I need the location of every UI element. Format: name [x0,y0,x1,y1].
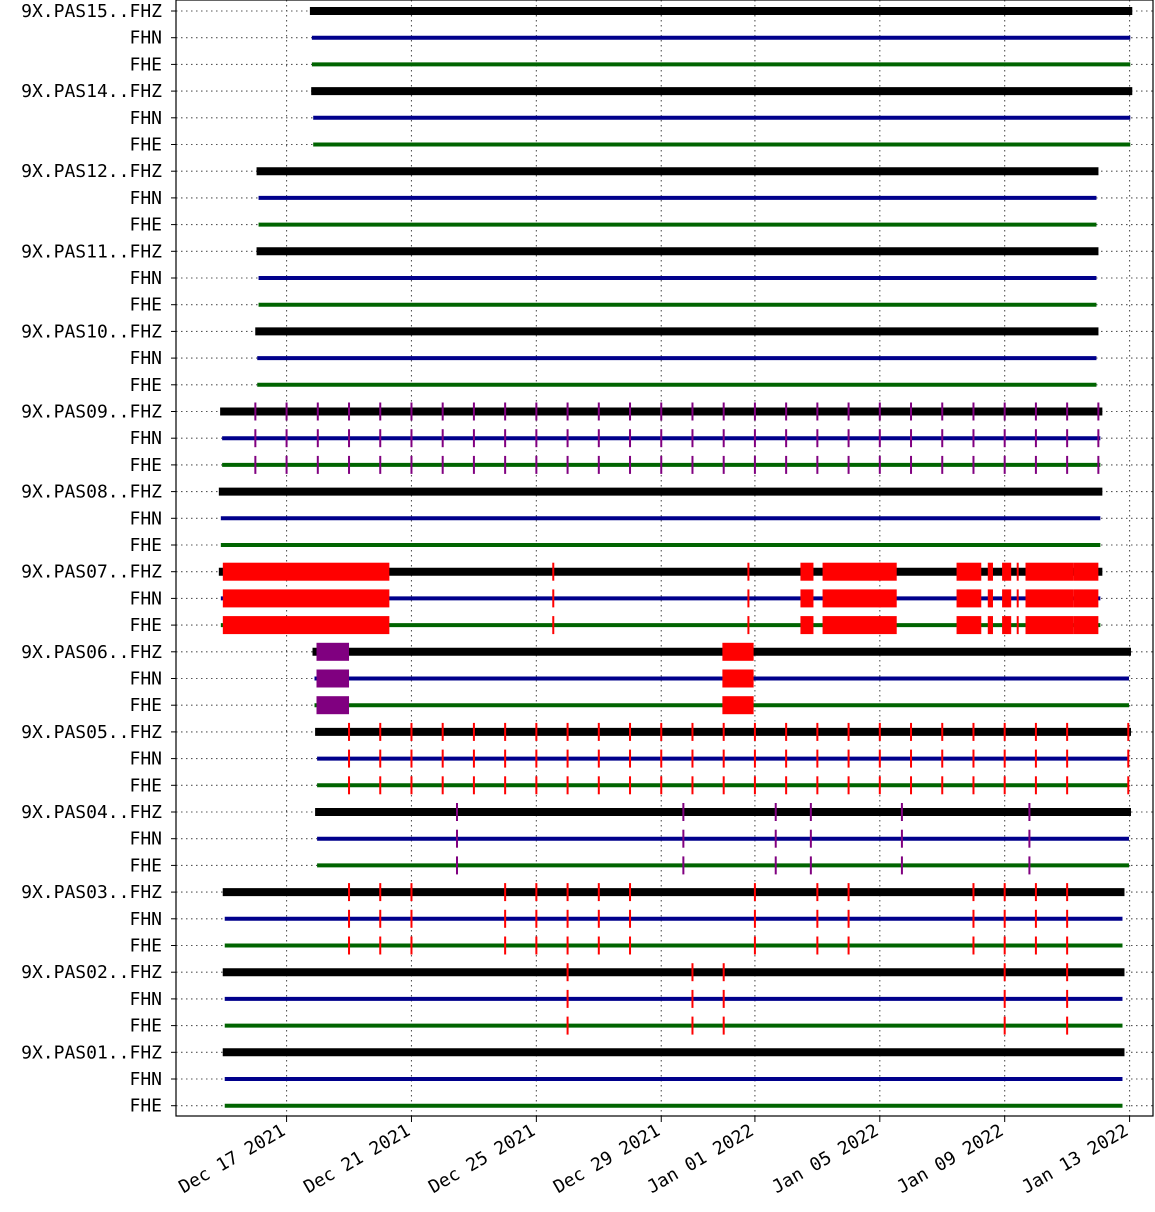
y-tick-label: 9X.PAS03..FHZ [21,882,162,903]
y-tick-label: FHN [129,989,162,1010]
gap-span-red [222,616,390,635]
availability-bars [218,7,1133,1108]
y-tick-label: FHE [129,54,162,75]
y-tick-label: FHE [129,695,162,716]
gap-span-red [987,562,993,581]
y-tick-label: 9X.PAS02..FHZ [21,962,162,983]
gap-span-red [1025,562,1074,581]
gap-span-red [800,562,814,581]
y-tick-label: 9X.PAS07..FHZ [21,562,162,583]
y-tick-label: FHE [129,1016,162,1037]
y-tick-label: FHE [129,615,162,636]
gap-markers [222,402,1130,1035]
y-tick-label: FHN [129,749,162,770]
x-tick-label: Dec 17 2021 [175,1120,289,1198]
x-tick-label: Dec 21 2021 [300,1120,414,1198]
gap-span-red [987,616,993,635]
y-tick-label: FHN [129,348,162,369]
y-tick-label: 9X.PAS08..FHZ [21,482,162,503]
gap-span-red [822,562,897,581]
gap-span-red [956,562,982,581]
y-tick-label: FHE [129,135,162,156]
y-tick-label: FHN [129,268,162,289]
gap-span-red [1073,616,1099,635]
y-tick-label: FHN [129,508,162,529]
gap-span-red [222,562,390,581]
gap-span-purple [316,696,350,715]
gap-span-red [722,642,754,661]
y-tick-label: FHE [129,535,162,556]
x-tick-label: Jan 09 2022 [893,1120,1007,1198]
gap-span-red [722,696,754,715]
y-tick-label: 9X.PAS12..FHZ [21,161,162,182]
y-tick-label: 9X.PAS11..FHZ [21,241,162,262]
y-tick-label: 9X.PAS05..FHZ [21,722,162,743]
gap-span-red [800,616,814,635]
y-tick-label: FHN [129,108,162,129]
y-tick-label: FHE [129,295,162,316]
x-tick-label: Jan 13 2022 [1018,1120,1132,1198]
gap-span-red [800,589,814,608]
y-tick-label: FHE [129,855,162,876]
y-tick-label: FHE [129,215,162,236]
y-tick-label: 9X.PAS09..FHZ [21,402,162,423]
y-tick-label: FHE [129,936,162,957]
y-axis: 9X.PAS15..FHZ FHN FHE 9X.PAS14..FHZ FHN FHE 9X… [21,1,176,1117]
x-tick-label: Jan 05 2022 [769,1120,883,1198]
gap-span-red [1002,562,1012,581]
y-tick-label: FHE [129,1096,162,1117]
gap-span-red [222,589,390,608]
x-axis: Dec 17 2021 Dec 21 2021 Dec 25 2021 Dec 29 … [175,1116,1132,1198]
gap-span-red [956,589,982,608]
y-tick-label: FHE [129,775,162,796]
gap-span-red [987,589,993,608]
y-tick-label: FHN [129,1069,162,1090]
gap-span-red [722,669,754,688]
y-tick-label: FHN [129,428,162,449]
gap-span-red [1002,616,1012,635]
y-tick-label: FHN [129,28,162,49]
gap-span-red [1025,589,1074,608]
gap-span-purple [316,669,350,688]
gap-span-red [1073,562,1099,581]
plot-frame [175,0,1154,1117]
gap-span-purple [316,642,350,661]
y-tick-label: FHN [129,909,162,930]
y-tick-label: FHN [129,188,162,209]
y-tick-label: 9X.PAS01..FHZ [21,1042,162,1063]
y-tick-label: FHN [129,669,162,690]
x-tick-label: Jan 01 2022 [644,1120,758,1198]
y-tick-label: FHE [129,455,162,476]
gap-span-red [822,616,897,635]
gap-span-red [1073,589,1099,608]
y-tick-label: 9X.PAS15..FHZ [21,1,162,22]
y-tick-label: 9X.PAS04..FHZ [21,802,162,823]
gap-span-red [1025,616,1074,635]
y-tick-label: FHN [129,829,162,850]
gap-span-red [1002,589,1012,608]
gap-span-red [822,589,897,608]
y-tick-label: FHE [129,375,162,396]
y-tick-label: 9X.PAS10..FHZ [21,321,162,342]
y-tick-label: FHN [129,588,162,609]
y-tick-label: 9X.PAS06..FHZ [21,642,162,663]
y-tick-label: 9X.PAS14..FHZ [21,81,162,102]
grid [176,0,1153,1116]
gap-span-red [956,616,982,635]
x-tick-label: Dec 25 2021 [425,1120,539,1198]
